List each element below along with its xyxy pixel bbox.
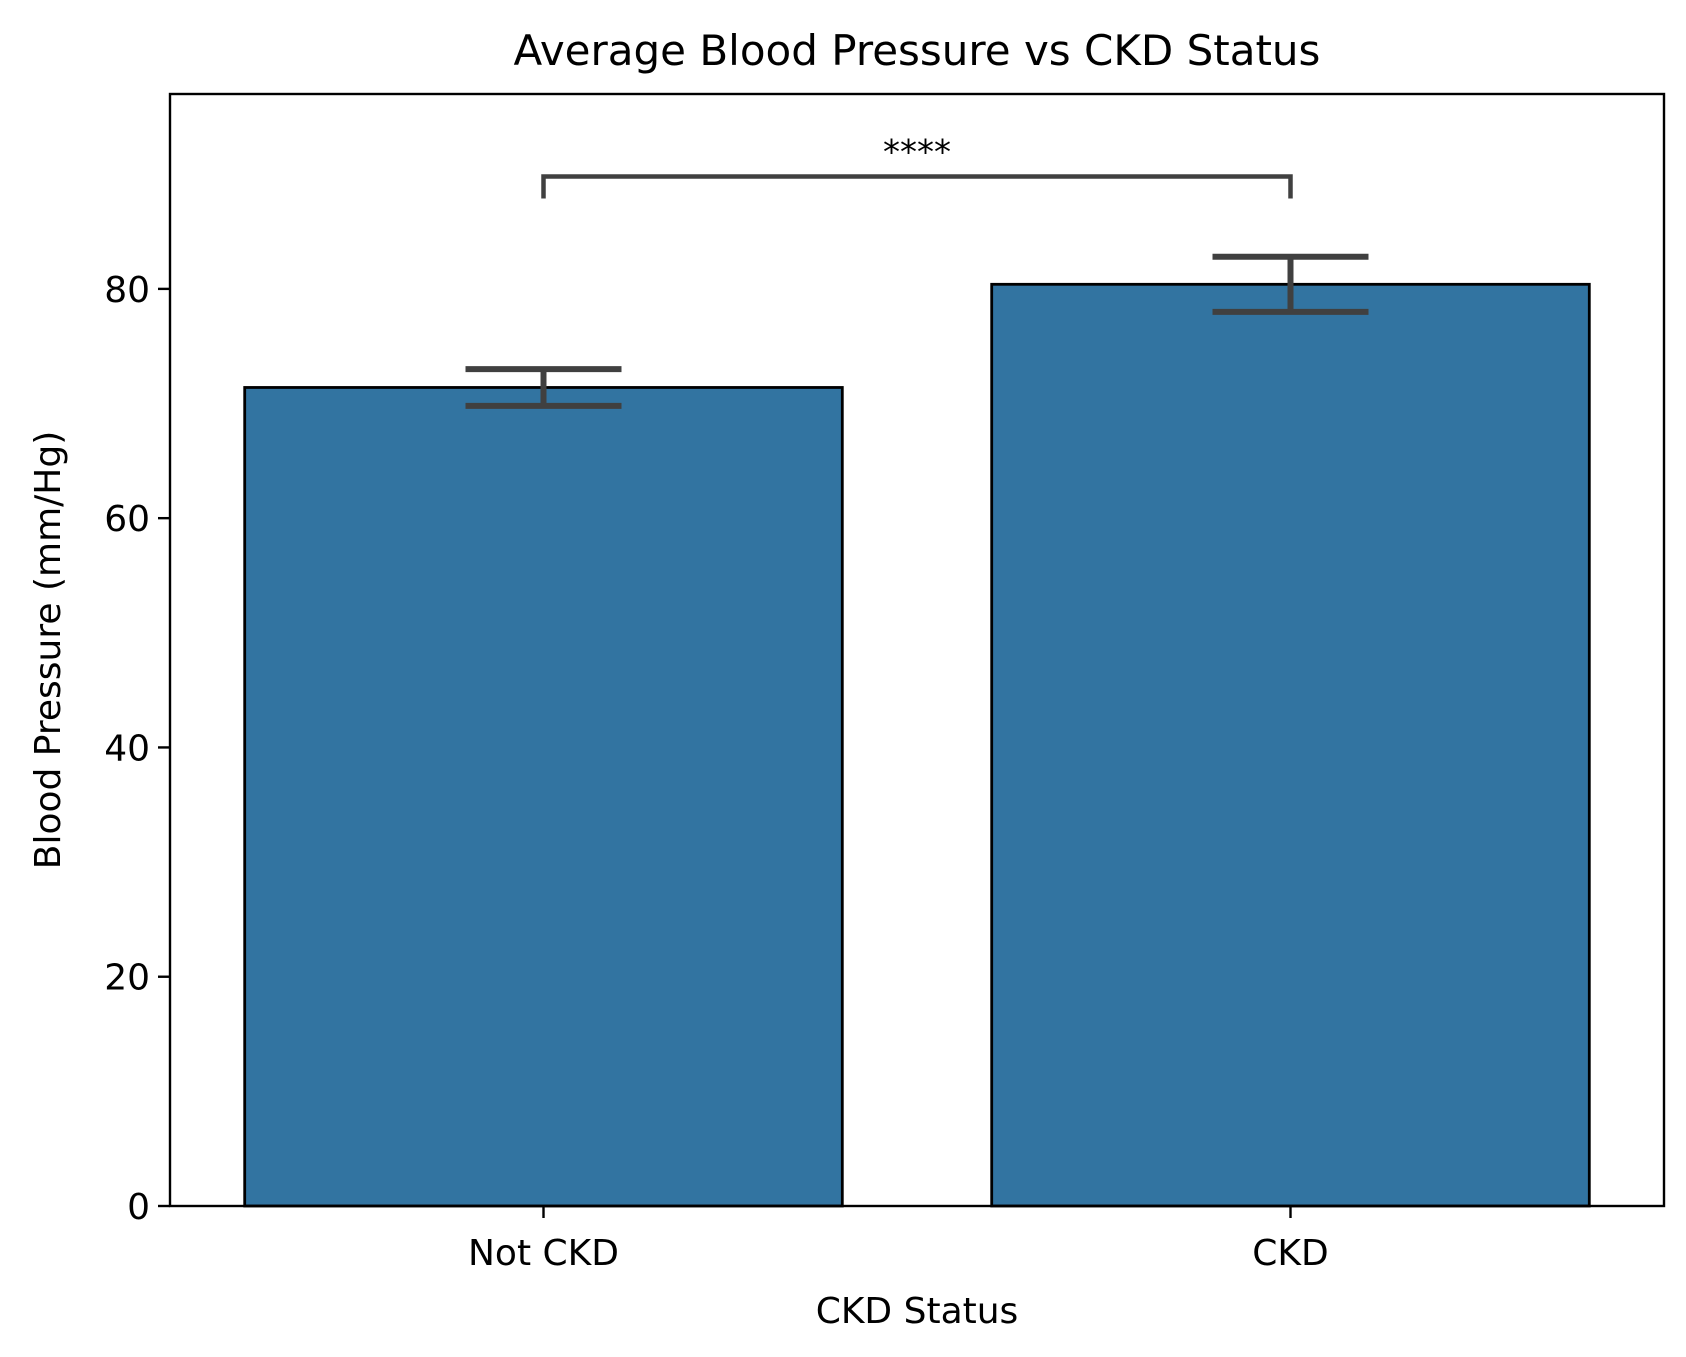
y-tick-label-0: 0: [127, 1187, 150, 1228]
significance-label: ****: [883, 133, 951, 173]
x-tick-label-0: Not CKD: [468, 1233, 619, 1274]
plot-frame: [168, 92, 1666, 1208]
significance-layer: ****: [541, 133, 1293, 199]
bars-layer: [243, 282, 1591, 1208]
x-axis: Not CKD CKD: [468, 1206, 1329, 1274]
y-tick-label-4: 80: [104, 270, 150, 311]
y-axis-label: Blood Pressure (mm/Hg): [28, 431, 69, 870]
significance-bracket: [541, 174, 1293, 199]
error-bars-layer: [465, 253, 1369, 409]
x-axis-label: CKD Status: [816, 1291, 1019, 1332]
x-tick-label-1: CKD: [1252, 1233, 1328, 1274]
y-axis: 0 20 40 60 80: [104, 270, 170, 1228]
bar-0: [243, 386, 844, 1208]
y-tick-label-1: 20: [104, 958, 150, 999]
y-tick-label-2: 40: [104, 728, 150, 769]
chart-title: Average Blood Pressure vs CKD Status: [514, 26, 1321, 75]
bar-1: [990, 282, 1591, 1208]
y-tick-label-3: 60: [104, 499, 150, 540]
